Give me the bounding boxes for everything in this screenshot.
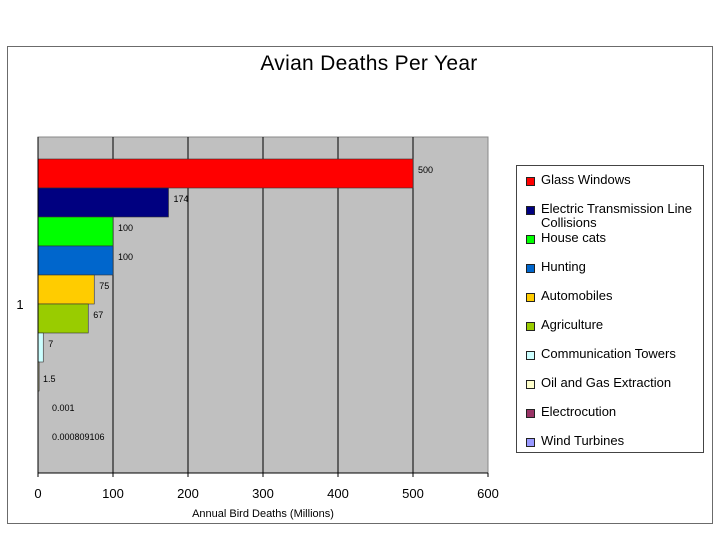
legend: Glass Windows Electric Transmission Line … bbox=[516, 165, 704, 453]
bar-value-label: 75 bbox=[99, 281, 109, 291]
legend-swatch bbox=[526, 264, 535, 273]
legend-item: Hunting bbox=[517, 258, 703, 287]
bar-agriculture bbox=[37, 303, 89, 334]
bar-automobiles bbox=[37, 274, 95, 305]
bar-value-label: 0.000809106 bbox=[52, 432, 105, 442]
legend-label: Electric Transmission Line Collisions bbox=[541, 201, 692, 230]
legend-label: Communication Towers bbox=[541, 346, 676, 361]
category-label: 1 bbox=[16, 297, 23, 312]
legend-item: Automobiles bbox=[517, 287, 703, 316]
legend-item: Glass Windows bbox=[517, 171, 703, 200]
legend-label: Wind Turbines bbox=[541, 433, 625, 448]
bar-glass-windows bbox=[37, 158, 414, 189]
bar-value-label: 7 bbox=[48, 339, 53, 349]
bar-hunting bbox=[37, 245, 114, 276]
bar-value-label: 100 bbox=[118, 252, 133, 262]
legend-swatch bbox=[526, 206, 535, 215]
legend-swatch bbox=[526, 177, 535, 186]
x-axis: 0 100 200 300 400 500 600 bbox=[34, 137, 499, 501]
legend-swatch bbox=[526, 322, 535, 331]
bar-value-label: 174 bbox=[174, 194, 189, 204]
bar-electric-transmission-line-collisions bbox=[37, 187, 169, 218]
legend-swatch bbox=[526, 235, 535, 244]
chart-title: Avian Deaths Per Year bbox=[260, 52, 478, 75]
gridlines bbox=[112, 137, 414, 473]
legend-label: Electrocution bbox=[541, 404, 617, 419]
legend-label: Automobiles bbox=[541, 288, 613, 303]
legend-label: Oil and Gas Extraction bbox=[541, 375, 672, 390]
x-tick-label: 200 bbox=[177, 486, 199, 501]
x-axis-title: Annual Bird Deaths (Millions) bbox=[192, 508, 334, 520]
bar-value-label: 500 bbox=[418, 165, 433, 175]
legend-item: Electric Transmission Line Collisions bbox=[517, 200, 703, 230]
bar-value-label: 1.5 bbox=[43, 374, 56, 384]
legend-swatch bbox=[526, 438, 535, 447]
bar-value-label: 100 bbox=[118, 223, 133, 233]
bar-communication-towers bbox=[37, 332, 44, 363]
data-labels: 500 174 100 100 75 67 7 1.5 0.001 0.000809106 bbox=[43, 165, 433, 442]
legend-label: Hunting bbox=[541, 259, 586, 274]
bar-house-cats bbox=[37, 216, 114, 247]
x-tick-label: 400 bbox=[327, 486, 349, 501]
legend-item: House cats bbox=[517, 229, 703, 258]
legend-item: Electrocution bbox=[517, 403, 703, 432]
x-tick-label: 300 bbox=[252, 486, 274, 501]
legend-item: Wind Turbines bbox=[517, 432, 703, 461]
x-tick-label: 100 bbox=[102, 486, 124, 501]
x-tick-label: 0 bbox=[34, 486, 41, 501]
legend-label: Glass Windows bbox=[541, 172, 631, 187]
legend-label: House cats bbox=[541, 230, 607, 245]
bar-value-label: 0.001 bbox=[52, 403, 75, 413]
x-tick-label: 500 bbox=[402, 486, 424, 501]
legend-item: Oil and Gas Extraction bbox=[517, 374, 703, 403]
legend-swatch bbox=[526, 380, 535, 389]
legend-item: Communication Towers bbox=[517, 345, 703, 374]
legend-swatch bbox=[526, 293, 535, 302]
legend-item: Agriculture bbox=[517, 316, 703, 345]
legend-label: Agriculture bbox=[541, 317, 604, 332]
legend-swatch bbox=[526, 351, 535, 360]
legend-swatch bbox=[526, 409, 535, 418]
x-tick-label: 600 bbox=[477, 486, 499, 501]
bar-value-label: 67 bbox=[93, 310, 103, 320]
